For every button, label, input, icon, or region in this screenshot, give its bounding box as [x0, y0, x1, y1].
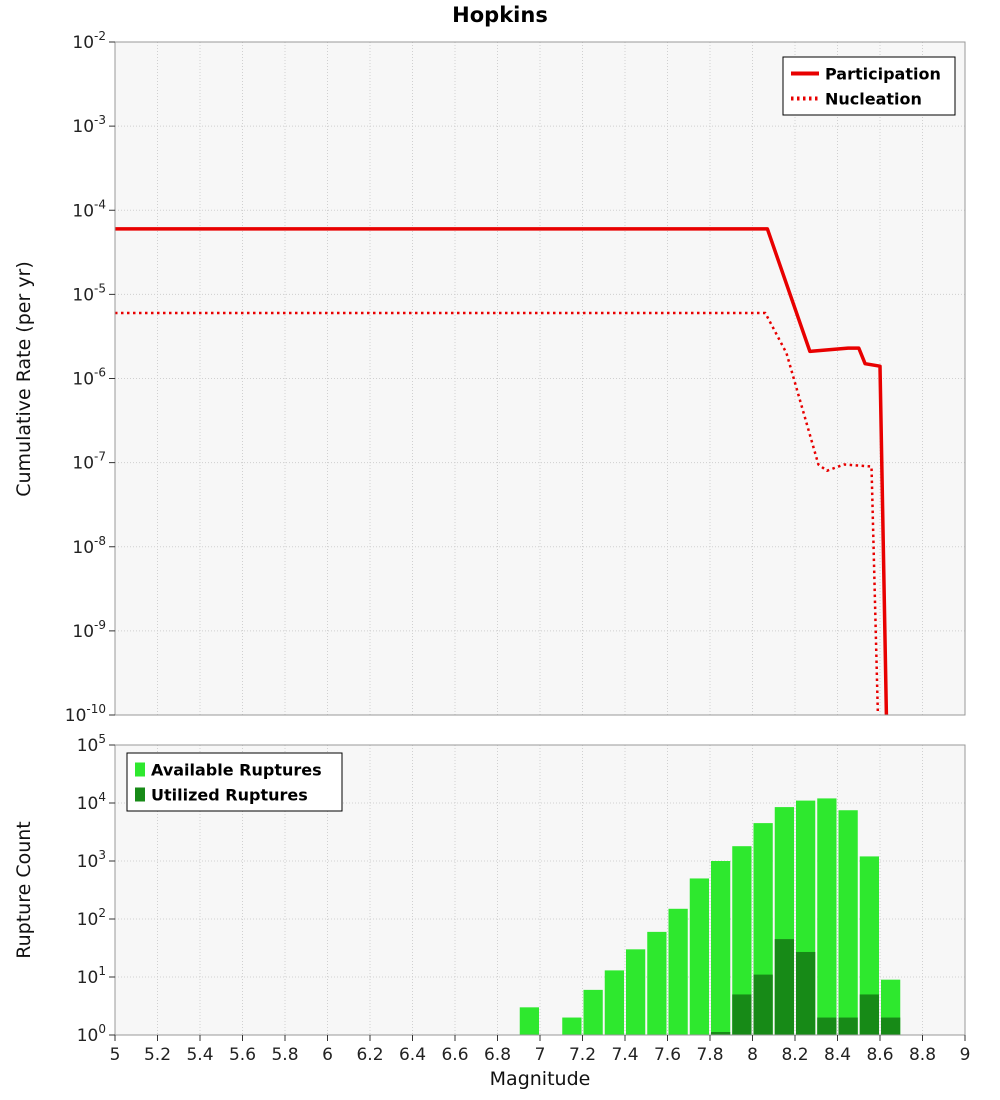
x-tick-label: 6.2: [356, 1045, 383, 1065]
bar: [604, 970, 624, 1035]
bar: [817, 798, 837, 1035]
bar: [519, 1007, 539, 1035]
bar: [817, 1017, 837, 1035]
bar: [859, 994, 879, 1035]
legend-swatch: [135, 762, 145, 777]
magnitude-axis-label: Magnitude: [489, 1068, 591, 1090]
y-tick-label: 10-3: [72, 113, 106, 137]
y-tick-label: 10-5: [72, 281, 106, 305]
y-tick-label: 10-8: [72, 534, 106, 558]
bar: [668, 908, 688, 1035]
bar: [711, 1032, 731, 1035]
bar: [647, 931, 667, 1035]
cumulative-rate-chart-legend: Participation Nucleation: [782, 56, 956, 116]
x-tick-label: 5.8: [271, 1045, 298, 1065]
x-tick-label: 8.6: [866, 1045, 893, 1065]
bar: [859, 856, 879, 1035]
x-tick-label: 7.4: [611, 1045, 638, 1065]
bar: [796, 951, 816, 1035]
bar: [838, 810, 858, 1035]
bar: [626, 949, 646, 1035]
bar: [774, 939, 794, 1035]
bar: [562, 1017, 582, 1035]
bar: [689, 878, 709, 1035]
legend-swatch: [135, 787, 145, 802]
rupture-count-chart-legend: Available Ruptures Utilized Ruptures: [126, 752, 343, 812]
participation-line: [115, 227, 889, 716]
y-tick-label: 10-9: [72, 618, 106, 642]
y-tick-label: 10-10: [65, 702, 106, 726]
rupture-count-chart: 100 101 102 103 104 105 5 5.2 5.4 5.6 5.8 6 6.2 6.4 6.…: [77, 732, 971, 1065]
utilized-ruptures-bars: [711, 939, 901, 1035]
y-tick-label: 10-7: [72, 450, 106, 474]
y-tick-label: 102: [77, 906, 106, 930]
cumulative-rate-chart: 10-2 10-3 10-4 10-5 10-6 10-7 10-8 10-9 10-10 Par…: [65, 29, 966, 726]
legend-label: Nucleation: [825, 90, 922, 109]
x-tick-label: 6.6: [441, 1045, 468, 1065]
bar: [583, 989, 603, 1035]
x-tick-label: 9: [960, 1045, 971, 1065]
x-tick-label: 5.4: [186, 1045, 213, 1065]
x-tick-label: 7: [535, 1045, 546, 1065]
x-tick-label: 7.2: [569, 1045, 596, 1065]
bar: [753, 974, 773, 1035]
y-tick-label: 100: [77, 1022, 106, 1046]
y-tick-label: 101: [77, 964, 106, 988]
bar: [838, 1017, 858, 1035]
bar: [711, 861, 731, 1035]
bar: [732, 846, 752, 1035]
legend-label: Utilized Ruptures: [151, 786, 308, 805]
y-tick-label: 105: [77, 732, 106, 756]
y-tick-label: 10-6: [72, 366, 106, 390]
x-tick-label: 5.2: [144, 1045, 171, 1065]
y-tick-label: 10-2: [72, 29, 106, 53]
y-axis-ticks: 100 101 102 103 104 105: [77, 732, 115, 1046]
x-tick-label: 5.6: [229, 1045, 256, 1065]
x-tick-label: 7.8: [696, 1045, 723, 1065]
x-tick-label: 6.8: [484, 1045, 511, 1065]
y-tick-label: 104: [77, 790, 106, 814]
x-tick-label: 7.6: [654, 1045, 681, 1065]
legend-label: Participation: [825, 65, 941, 84]
y-tick-label: 103: [77, 848, 106, 872]
x-tick-label: 8.4: [824, 1045, 851, 1065]
nucleation-line: [115, 311, 880, 716]
x-tick-label: 8.2: [781, 1045, 808, 1065]
legend-label: Available Ruptures: [151, 761, 322, 780]
chart-title: Hopkins: [452, 3, 548, 27]
y-tick-label: 10-4: [72, 197, 106, 221]
x-tick-label: 8.8: [909, 1045, 936, 1065]
y-axis-ticks: 10-2 10-3 10-4 10-5 10-6 10-7 10-8 10-9 10-10: [65, 29, 115, 726]
x-tick-label: 8: [747, 1045, 758, 1065]
x-tick-label: 5: [110, 1045, 121, 1065]
x-axis-ticks: 5 5.2 5.4 5.6 5.8 6 6.2 6.4 6.6 6.8 7 7.2 7.4 7.6 7.8 8…: [110, 1035, 971, 1065]
x-tick-label: 6: [322, 1045, 333, 1065]
x-tick-label: 6.4: [399, 1045, 426, 1065]
bar: [732, 994, 752, 1035]
bar: [881, 1017, 901, 1035]
